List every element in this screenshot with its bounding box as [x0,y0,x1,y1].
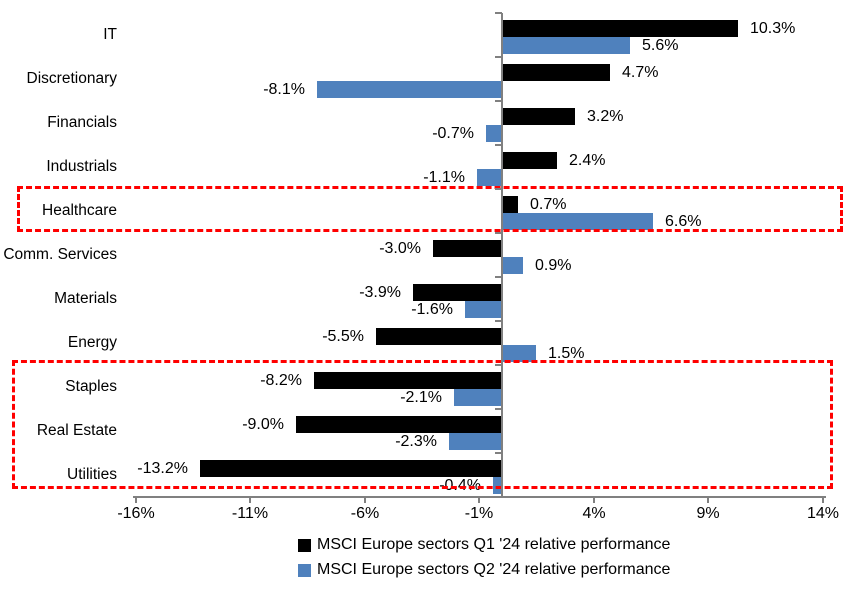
category-axis-tick [495,144,502,146]
bar-q1-healthcare [502,196,518,213]
x-axis-tick [593,497,595,503]
x-axis-tick [135,497,137,503]
value-label-q2-financials: -0.7% [432,125,474,142]
x-axis-tick-label-4: 4% [582,505,606,522]
value-label-q1-financials: 3.2% [587,108,624,125]
value-label-q2-staples: -2.1% [400,389,442,406]
bar-q2-utilities [493,477,502,494]
category-axis-tick [495,276,502,278]
bar-q1-staples [314,372,502,389]
value-label-q1-industrials: 2.4% [569,152,606,169]
value-label-q1-staples: -8.2% [260,372,302,389]
category-axis-tick [495,452,502,454]
category-label-industrials: Industrials [46,158,117,175]
bar-q1-comm-services [433,240,502,257]
bar-q2-real-estate [449,433,502,450]
category-label-financials: Financials [47,114,117,131]
value-label-q2-it: 5.6% [642,37,679,54]
legend-swatch-q1 [298,538,311,552]
value-label-q1-utilities: -13.2% [137,460,188,477]
value-label-q2-real-estate: -2.3% [395,433,437,450]
bar-q1-it [502,20,738,37]
value-label-q1-comm-services: -3.0% [379,240,421,257]
value-label-q2-discretionary: -8.1% [263,81,305,98]
category-label-energy: Energy [67,334,117,351]
bar-q1-industrials [502,152,557,169]
x-axis-tick [478,497,480,503]
bar-q2-healthcare [502,213,653,230]
value-label-q2-energy: 1.5% [548,345,585,362]
value-label-q2-comm-services: 0.9% [535,257,572,274]
value-label-q2-industrials: -1.1% [423,169,465,186]
category-label-staples: Staples [65,378,117,395]
category-axis-tick [495,100,502,102]
x-axis-tick-label-6: -6% [350,505,380,522]
x-axis-tick [249,497,251,503]
bar-q2-staples [454,389,502,406]
x-axis-tick-label-14: 14% [806,505,840,522]
value-label-q2-utilities: -0.4% [439,477,481,494]
bar-q2-industrials [477,169,502,186]
value-label-q1-it: 10.3% [750,20,796,37]
value-label-q1-discretionary: 4.7% [622,64,659,81]
bar-q1-real-estate [296,416,502,433]
category-axis-line [501,13,503,497]
bar-q2-comm-services [502,257,523,274]
category-axis-tick [495,408,502,410]
bar-q1-discretionary [502,64,610,81]
bar-q2-financials [486,125,502,142]
highlight-box-staples-real-estate-utilities [12,360,833,489]
legend-swatch-q2 [298,563,311,577]
value-label-q2-healthcare: 6.6% [665,213,702,230]
legend-label-q1: MSCI Europe sectors Q1 '24 relative perf… [317,536,671,553]
category-axis-tick [495,12,502,14]
category-label-real-estate: Real Estate [36,422,117,439]
x-axis-tick-label-1: -1% [464,505,494,522]
value-label-q2-materials: -1.6% [411,301,453,318]
bar-q1-utilities [200,460,502,477]
x-axis-tick [364,497,366,503]
category-axis-tick [495,56,502,58]
highlight-box-healthcare [17,186,843,232]
bar-q2-energy [502,345,536,362]
x-axis-tick [707,497,709,503]
category-axis-tick [495,320,502,322]
x-axis-tick-label-9: 9% [696,505,720,522]
bar-q2-it [502,37,630,54]
legend-label-q2: MSCI Europe sectors Q2 '24 relative perf… [317,561,671,578]
legend-item-q2: MSCI Europe sectors Q2 '24 relative perf… [298,561,670,579]
value-label-q1-energy: -5.5% [322,328,364,345]
bar-q2-discretionary [317,81,502,98]
category-label-comm-services: Comm. Services [3,246,117,263]
category-axis-tick [495,232,502,234]
category-label-discretionary: Discretionary [26,70,117,87]
legend-item-q1: MSCI Europe sectors Q1 '24 relative perf… [298,536,670,554]
category-axis-tick [495,364,502,366]
category-label-it: IT [103,26,117,43]
legend: MSCI Europe sectors Q1 '24 relative perf… [298,536,670,579]
x-axis-tick-label-11: -11% [231,505,269,522]
bar-q1-financials [502,108,575,125]
bar-q1-energy [376,328,502,345]
category-axis-tick [495,188,502,190]
value-label-q1-materials: -3.9% [359,284,401,301]
x-axis-tick [822,497,824,503]
bar-q1-materials [413,284,502,301]
category-label-materials: Materials [54,290,117,307]
category-label-healthcare: Healthcare [42,202,117,219]
value-label-q1-real-estate: -9.0% [242,416,284,433]
value-label-q1-healthcare: 0.7% [530,196,567,213]
x-axis-tick-label-16: -16% [117,505,155,522]
bar-q2-materials [465,301,502,318]
category-label-utilities: Utilities [67,466,117,483]
